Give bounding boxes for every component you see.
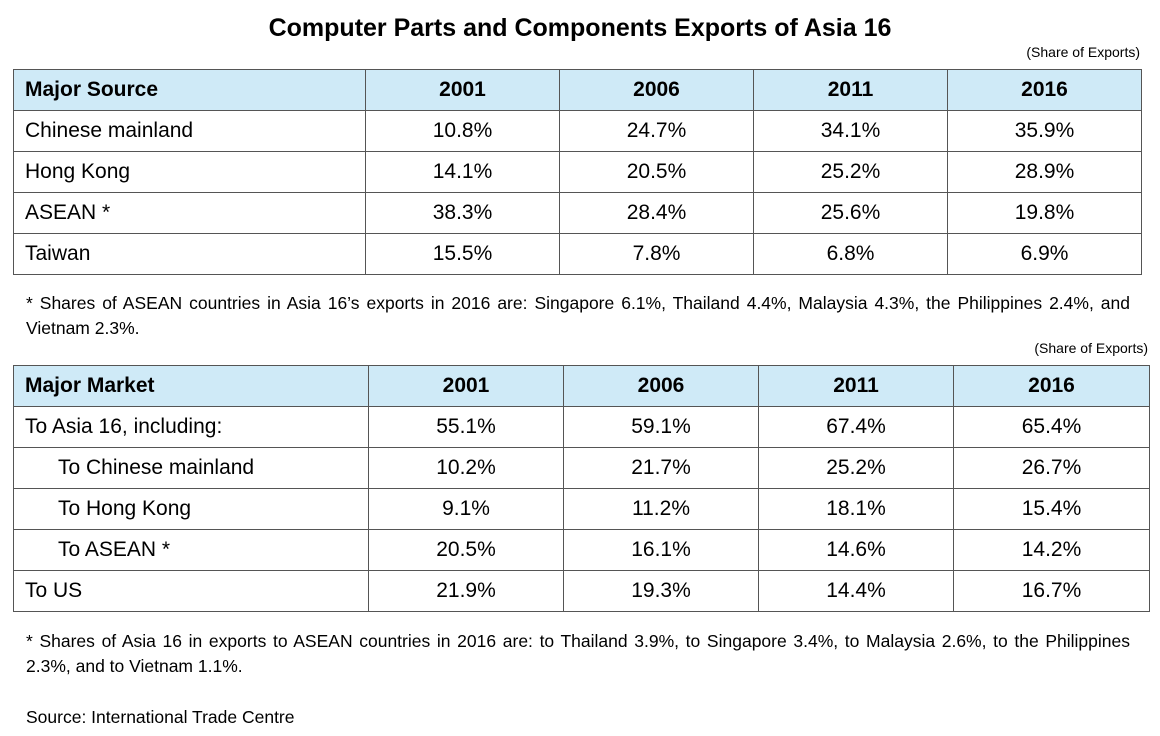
table-cell: 7.8% <box>559 233 754 275</box>
row-label: To Asia 16, including: <box>13 406 369 448</box>
table-row: To US 21.9% 19.3% 14.4% 16.7% <box>13 570 1150 612</box>
column-header: 2016 <box>953 365 1150 407</box>
table-row: ASEAN * 38.3% 28.4% 25.6% 19.8% <box>13 192 1142 234</box>
table-cell: 59.1% <box>563 406 759 448</box>
table-header-row: Major Source 2001 2006 2011 2016 <box>13 69 1142 111</box>
table-header-row: Major Market 2001 2006 2011 2016 <box>13 365 1150 407</box>
column-header: 2006 <box>563 365 759 407</box>
row-label: To Chinese mainland <box>13 447 369 489</box>
table-cell: 24.7% <box>559 110 754 152</box>
column-header: 2011 <box>758 365 954 407</box>
table-cell: 9.1% <box>368 488 564 530</box>
market-table-unit: (Share of Exports) <box>1034 340 1148 356</box>
table-cell: 21.7% <box>563 447 759 489</box>
column-header: 2001 <box>368 365 564 407</box>
table-cell: 18.1% <box>758 488 954 530</box>
page-title: Computer Parts and Components Exports of… <box>268 14 892 42</box>
source-table-footnote: * Shares of ASEAN countries in Asia 16’s… <box>26 293 1130 338</box>
source-citation: Source: International Trade Centre <box>26 707 295 727</box>
column-header: 2006 <box>559 69 754 111</box>
table-cell: 6.8% <box>753 233 948 275</box>
table-cell: 14.6% <box>758 529 954 571</box>
table-cell: 19.8% <box>947 192 1142 234</box>
source-table-unit: (Share of Exports) <box>1026 44 1140 60</box>
table-cell: 10.8% <box>365 110 560 152</box>
row-label: To ASEAN * <box>13 529 369 571</box>
table-row: To Hong Kong 9.1% 11.2% 18.1% 15.4% <box>13 488 1150 530</box>
table-row: To ASEAN * 20.5% 16.1% 14.6% 14.2% <box>13 529 1150 571</box>
table-row: To Chinese mainland 10.2% 21.7% 25.2% 26… <box>13 447 1150 489</box>
table-cell: 34.1% <box>753 110 948 152</box>
table-cell: 67.4% <box>758 406 954 448</box>
table-cell: 20.5% <box>368 529 564 571</box>
table-cell: 11.2% <box>563 488 759 530</box>
table-cell: 25.6% <box>753 192 948 234</box>
column-header: 2016 <box>947 69 1142 111</box>
table-cell: 6.9% <box>947 233 1142 275</box>
table-cell: 19.3% <box>563 570 759 612</box>
row-label: Taiwan <box>13 233 366 275</box>
table-cell: 55.1% <box>368 406 564 448</box>
major-source-table: Major Source 2001 2006 2011 2016 Chinese… <box>13 69 1142 275</box>
table-row: Taiwan 15.5% 7.8% 6.8% 6.9% <box>13 233 1142 275</box>
row-label: To Hong Kong <box>13 488 369 530</box>
table-cell: 65.4% <box>953 406 1150 448</box>
row-label: To US <box>13 570 369 612</box>
table-cell: 28.9% <box>947 151 1142 193</box>
table-cell: 38.3% <box>365 192 560 234</box>
table-cell: 26.7% <box>953 447 1150 489</box>
column-header: Major Market <box>13 365 369 407</box>
table-cell: 25.2% <box>753 151 948 193</box>
table-cell: 21.9% <box>368 570 564 612</box>
table-cell: 14.1% <box>365 151 560 193</box>
table-cell: 14.4% <box>758 570 954 612</box>
table-cell: 25.2% <box>758 447 954 489</box>
market-table-footnote: * Shares of Asia 16 in exports to ASEAN … <box>26 631 1130 676</box>
row-label: ASEAN * <box>13 192 366 234</box>
column-header: 2001 <box>365 69 560 111</box>
row-label: Hong Kong <box>13 151 366 193</box>
table-row: Chinese mainland 10.8% 24.7% 34.1% 35.9% <box>13 110 1142 152</box>
table-row: Hong Kong 14.1% 20.5% 25.2% 28.9% <box>13 151 1142 193</box>
table-cell: 28.4% <box>559 192 754 234</box>
table-cell: 16.7% <box>953 570 1150 612</box>
table-cell: 15.5% <box>365 233 560 275</box>
table-cell: 20.5% <box>559 151 754 193</box>
table-cell: 14.2% <box>953 529 1150 571</box>
major-market-table: Major Market 2001 2006 2011 2016 To Asia… <box>13 365 1150 612</box>
table-cell: 10.2% <box>368 447 564 489</box>
row-label: Chinese mainland <box>13 110 366 152</box>
table-cell: 15.4% <box>953 488 1150 530</box>
table-row: To Asia 16, including: 55.1% 59.1% 67.4%… <box>13 406 1150 448</box>
column-header: 2011 <box>753 69 948 111</box>
column-header: Major Source <box>13 69 366 111</box>
table-cell: 16.1% <box>563 529 759 571</box>
table-cell: 35.9% <box>947 110 1142 152</box>
